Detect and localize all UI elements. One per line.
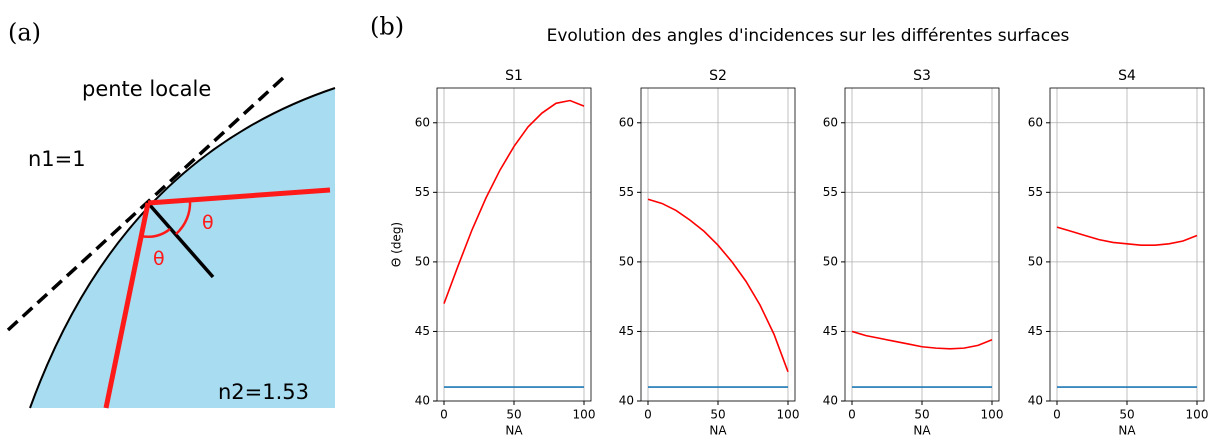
y-tick-label: 55 bbox=[619, 185, 634, 199]
figure-title: Evolution des angles d'incidences sur le… bbox=[547, 26, 1070, 46]
x-tick-label: 50 bbox=[1119, 408, 1134, 422]
y-tick-label: 50 bbox=[823, 254, 838, 268]
slope-label: pente locale bbox=[82, 77, 211, 101]
y-tick-label: 40 bbox=[415, 394, 430, 408]
x-tick-label: 50 bbox=[710, 408, 725, 422]
medium-region bbox=[30, 88, 335, 408]
y-tick-label: 40 bbox=[1028, 394, 1043, 408]
angle-arc bbox=[175, 199, 192, 235]
y-tick-label: 60 bbox=[1028, 115, 1043, 129]
y-tick-label: 50 bbox=[1028, 254, 1043, 268]
x-tick-label: 100 bbox=[573, 408, 596, 422]
x-axis-label: NA bbox=[505, 424, 523, 438]
y-tick-label: 60 bbox=[619, 115, 634, 129]
angle-label: θ bbox=[202, 212, 214, 234]
panel-label: (a) bbox=[8, 19, 41, 47]
y-tick-label: 60 bbox=[415, 115, 430, 129]
data-line bbox=[647, 198, 789, 373]
x-tick-label: 100 bbox=[981, 408, 1004, 422]
axes-frame bbox=[844, 87, 1000, 402]
y-tick-label: 55 bbox=[415, 185, 430, 199]
y-tick-label: 60 bbox=[823, 115, 838, 129]
ray bbox=[147, 187, 331, 206]
chart-title: S1 bbox=[505, 68, 523, 84]
y-tick-label: 50 bbox=[619, 254, 634, 268]
x-tick-label: 100 bbox=[1186, 408, 1209, 422]
y-tick-label: 40 bbox=[619, 394, 634, 408]
y-tick-label: 50 bbox=[415, 254, 430, 268]
x-tick-label: 50 bbox=[506, 408, 521, 422]
axes-frame bbox=[1049, 87, 1205, 402]
y-tick-label: 45 bbox=[619, 324, 634, 338]
x-axis-label: NA bbox=[913, 424, 931, 438]
axes-frame bbox=[640, 87, 796, 402]
x-tick-label: 50 bbox=[914, 408, 929, 422]
data-line bbox=[1056, 226, 1198, 246]
angle-label: θ bbox=[153, 248, 165, 270]
x-axis-label: NA bbox=[709, 424, 727, 438]
data-line bbox=[851, 330, 993, 350]
x-tick-label: 0 bbox=[440, 408, 448, 422]
chart-title: S3 bbox=[913, 68, 931, 84]
y-tick-label: 55 bbox=[1028, 185, 1043, 199]
x-tick-label: 0 bbox=[1053, 408, 1061, 422]
panel-label: (b) bbox=[370, 13, 404, 41]
x-tick-label: 100 bbox=[777, 408, 800, 422]
chart-title: S4 bbox=[1118, 68, 1136, 84]
y-axis-label: Θ (deg) bbox=[390, 222, 404, 267]
y-tick-label: 45 bbox=[415, 324, 430, 338]
y-tick-label: 55 bbox=[823, 185, 838, 199]
chart-title: S2 bbox=[709, 68, 727, 84]
axes-frame bbox=[436, 87, 592, 402]
y-tick-label: 45 bbox=[823, 324, 838, 338]
n2-label: n2=1.53 bbox=[218, 380, 309, 404]
x-tick-label: 0 bbox=[644, 408, 652, 422]
x-tick-label: 0 bbox=[848, 408, 856, 422]
x-axis-label: NA bbox=[1118, 424, 1136, 438]
data-line bbox=[443, 99, 585, 304]
y-tick-label: 40 bbox=[823, 394, 838, 408]
y-tick-label: 45 bbox=[1028, 324, 1043, 338]
normal-line bbox=[146, 201, 215, 279]
n1-label: n1=1 bbox=[28, 147, 86, 171]
angle-arc bbox=[140, 228, 171, 239]
